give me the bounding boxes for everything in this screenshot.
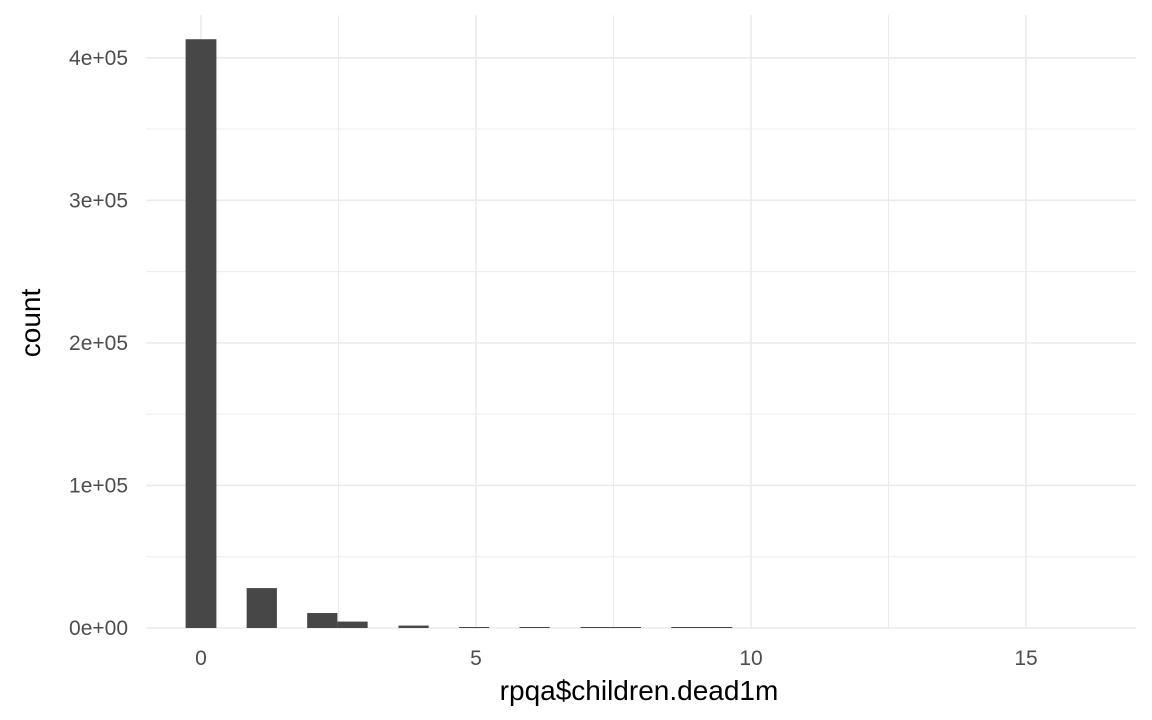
y-tick-label: 2e+05 bbox=[69, 332, 128, 355]
x-tick-label: 0 bbox=[195, 647, 207, 670]
y-tick-label: 3e+05 bbox=[69, 189, 128, 212]
histogram-bar bbox=[580, 627, 611, 628]
histogram-bars bbox=[185, 39, 733, 629]
major-gridlines bbox=[146, 15, 1136, 629]
histogram-bar bbox=[671, 627, 702, 628]
y-tick-label: 4e+05 bbox=[69, 47, 128, 70]
histogram-bar bbox=[185, 39, 217, 629]
histogram-bar bbox=[337, 621, 368, 628]
x-tick-label: 5 bbox=[470, 647, 482, 670]
histogram-bar bbox=[519, 627, 550, 628]
histogram-bar bbox=[398, 625, 429, 628]
histogram-bar bbox=[458, 627, 490, 628]
y-axis-title: count bbox=[15, 289, 46, 358]
x-tick-label: 15 bbox=[1014, 647, 1037, 670]
x-tick-label: 10 bbox=[739, 647, 762, 670]
y-axis-tick-labels: 0e+00 1e+05 2e+05 3e+05 4e+05 bbox=[69, 47, 128, 640]
y-tick-label: 1e+05 bbox=[69, 474, 128, 497]
minor-gridlines bbox=[146, 15, 1136, 628]
x-axis-tick-labels: 0 5 10 15 bbox=[195, 647, 1038, 670]
histogram-bar bbox=[610, 627, 641, 628]
histogram-bar bbox=[307, 613, 338, 628]
x-axis-title: rpqa$children.dead1m bbox=[500, 675, 779, 706]
y-tick-label: 0e+00 bbox=[69, 617, 128, 640]
histogram-bar bbox=[246, 588, 277, 628]
histogram-bar bbox=[701, 627, 733, 628]
